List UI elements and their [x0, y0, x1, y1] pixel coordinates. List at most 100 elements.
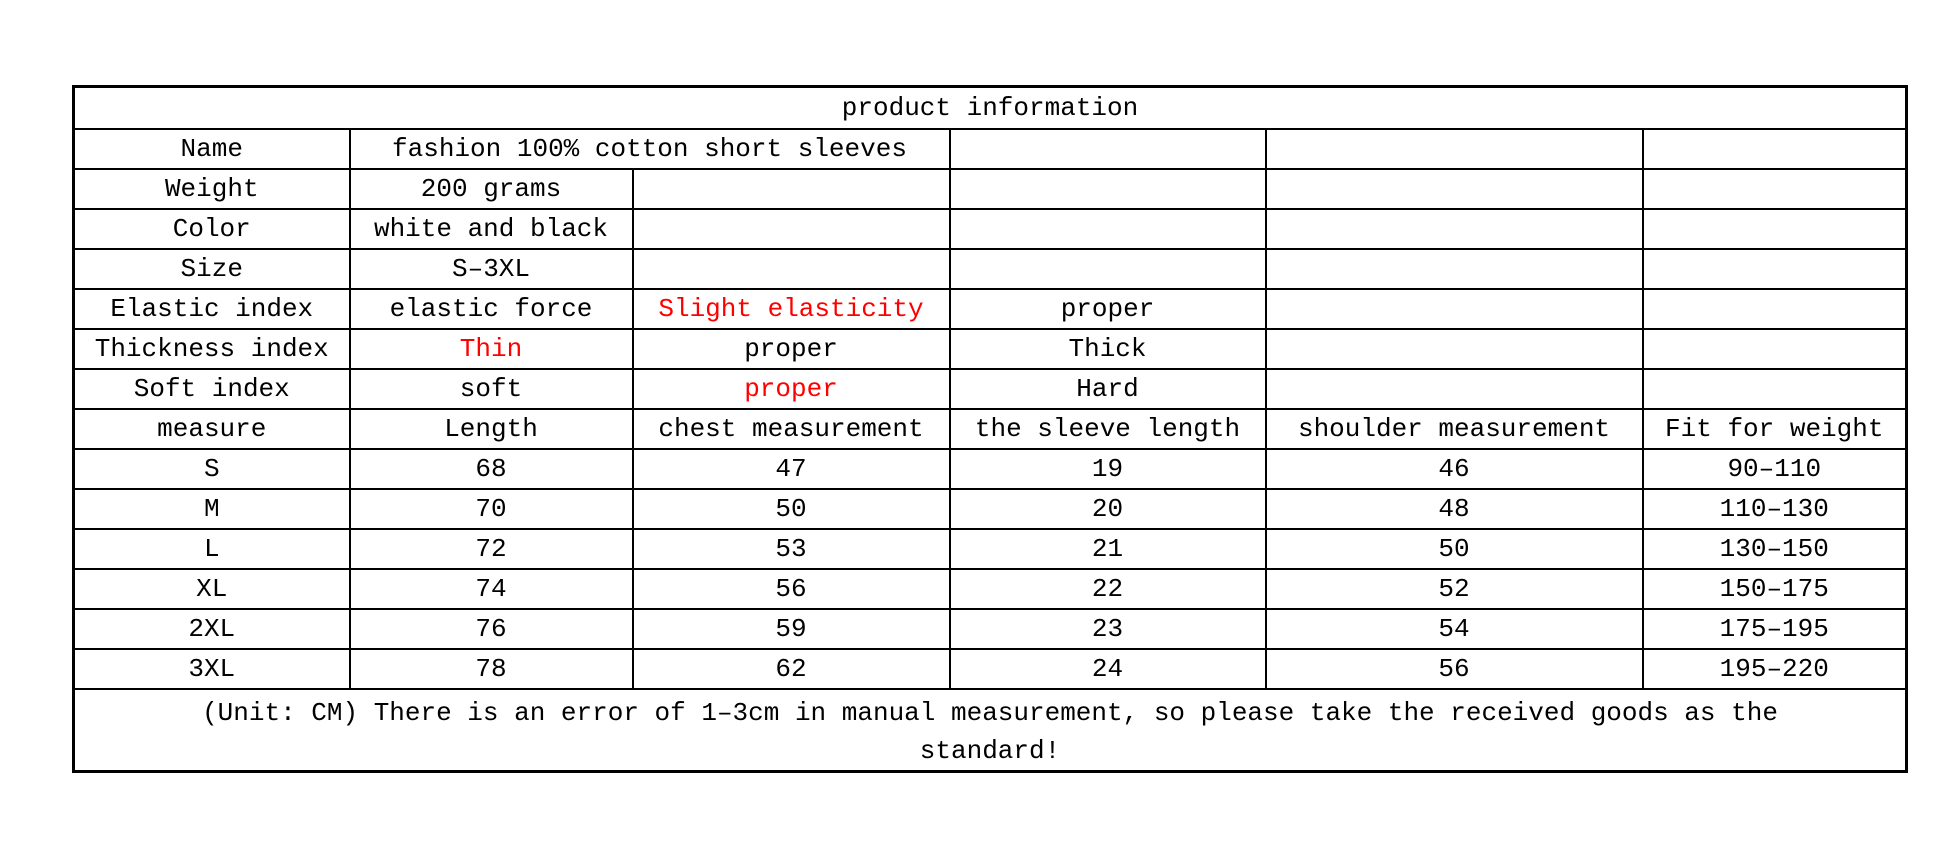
row-weight: Weight 200 grams	[72, 167, 1908, 210]
measurement-value: 72	[348, 527, 634, 570]
size-name: XL	[72, 567, 351, 610]
measurement-value: 48	[1264, 487, 1644, 530]
measurement-value: 21	[948, 527, 1267, 570]
header-sleeve-length: the sleeve length	[948, 407, 1267, 450]
name-value: fashion 100% cotton short sleeves	[348, 127, 951, 170]
product-information-table: product information Name fashion 100% co…	[72, 85, 1909, 773]
row-soft-index: Soft index soft proper Hard	[72, 367, 1908, 410]
weight-label: Weight	[72, 167, 351, 210]
empty-cell	[1264, 247, 1644, 290]
measurement-value: 56	[1264, 647, 1644, 690]
measurement-value: 50	[631, 487, 951, 530]
elastic-index-value-1: elastic force	[348, 287, 634, 330]
empty-cell	[948, 127, 1267, 170]
empty-cell	[1641, 327, 1908, 370]
header-chest-measurement: chest measurement	[631, 407, 951, 450]
empty-cell	[1264, 327, 1644, 370]
empty-cell	[1264, 367, 1644, 410]
empty-cell	[1264, 207, 1644, 250]
size-name: L	[72, 527, 351, 570]
size-value: S–3XL	[348, 247, 634, 290]
color-value: white and black	[348, 207, 634, 250]
row-size: Size S–3XL	[72, 247, 1908, 290]
thickness-index-value-1-highlighted: Thin	[348, 327, 634, 370]
name-label: Name	[72, 127, 351, 170]
elastic-index-value-3: proper	[948, 287, 1267, 330]
measurement-value: 19	[948, 447, 1267, 490]
measurement-value: 110–130	[1641, 487, 1908, 530]
measurement-value: 62	[631, 647, 951, 690]
thickness-index-label: Thickness index	[72, 327, 351, 370]
header-fit-for-weight: Fit for weight	[1641, 407, 1908, 450]
empty-cell	[948, 207, 1267, 250]
measurement-value: 59	[631, 607, 951, 650]
measurement-value: 175–195	[1641, 607, 1908, 650]
thickness-index-value-2: proper	[631, 327, 951, 370]
empty-cell	[948, 247, 1267, 290]
measurement-value: 22	[948, 567, 1267, 610]
empty-cell	[631, 167, 951, 210]
empty-cell	[631, 247, 951, 290]
footnote-row: (Unit: CM) There is an error of 1–3cm in…	[72, 687, 1908, 772]
size-row-l: L 72 53 21 50 130–150	[72, 527, 1908, 570]
measurement-value: 23	[948, 607, 1267, 650]
footnote-cell: (Unit: CM) There is an error of 1–3cm in…	[72, 687, 1908, 772]
empty-cell	[631, 207, 951, 250]
size-name: 2XL	[72, 607, 351, 650]
measurement-value: 54	[1264, 607, 1644, 650]
table-title: product information	[72, 85, 1908, 130]
measurement-value: 70	[348, 487, 634, 530]
size-name: 3XL	[72, 647, 351, 690]
measurement-value: 24	[948, 647, 1267, 690]
size-chart-header-row: measure Length chest measurement the sle…	[72, 407, 1908, 450]
elastic-index-label: Elastic index	[72, 287, 351, 330]
header-shoulder-measurement: shoulder measurement	[1264, 407, 1644, 450]
row-thickness-index: Thickness index Thin proper Thick	[72, 327, 1908, 370]
empty-cell	[1641, 127, 1908, 170]
soft-index-value-3: Hard	[948, 367, 1267, 410]
empty-cell	[948, 167, 1267, 210]
measurement-value: 20	[948, 487, 1267, 530]
empty-cell	[1264, 127, 1644, 170]
measurement-value: 130–150	[1641, 527, 1908, 570]
footnote-text: (Unit: CM) There is an error of 1–3cm in…	[202, 697, 1778, 766]
empty-cell	[1264, 287, 1644, 330]
title-row: product information	[72, 85, 1908, 130]
header-length: Length	[348, 407, 634, 450]
empty-cell	[1641, 367, 1908, 410]
empty-cell	[1641, 207, 1908, 250]
measurement-value: 47	[631, 447, 951, 490]
row-color: Color white and black	[72, 207, 1908, 250]
row-name: Name fashion 100% cotton short sleeves	[72, 127, 1908, 170]
measurement-value: 90–110	[1641, 447, 1908, 490]
measurement-value: 150–175	[1641, 567, 1908, 610]
size-row-s: S 68 47 19 46 90–110	[72, 447, 1908, 490]
soft-index-value-2-highlighted: proper	[631, 367, 951, 410]
size-label: Size	[72, 247, 351, 290]
measurement-value: 52	[1264, 567, 1644, 610]
size-row-m: M 70 50 20 48 110–130	[72, 487, 1908, 530]
soft-index-value-1: soft	[348, 367, 634, 410]
measurement-value: 78	[348, 647, 634, 690]
size-row-xl: XL 74 56 22 52 150–175	[72, 567, 1908, 610]
measurement-value: 46	[1264, 447, 1644, 490]
size-row-2xl: 2XL 76 59 23 54 175–195	[72, 607, 1908, 650]
empty-cell	[1641, 167, 1908, 210]
size-row-3xl: 3XL 78 62 24 56 195–220	[72, 647, 1908, 690]
empty-cell	[1264, 167, 1644, 210]
size-name: M	[72, 487, 351, 530]
measurement-value: 53	[631, 527, 951, 570]
measurement-value: 68	[348, 447, 634, 490]
weight-value: 200 grams	[348, 167, 634, 210]
header-measure: measure	[72, 407, 351, 450]
color-label: Color	[72, 207, 351, 250]
row-elastic-index: Elastic index elastic force Slight elast…	[72, 287, 1908, 330]
measurement-value: 74	[348, 567, 634, 610]
soft-index-label: Soft index	[72, 367, 351, 410]
measurement-value: 56	[631, 567, 951, 610]
empty-cell	[1641, 287, 1908, 330]
measurement-value: 76	[348, 607, 634, 650]
thickness-index-value-3: Thick	[948, 327, 1267, 370]
measurement-value: 50	[1264, 527, 1644, 570]
size-name: S	[72, 447, 351, 490]
